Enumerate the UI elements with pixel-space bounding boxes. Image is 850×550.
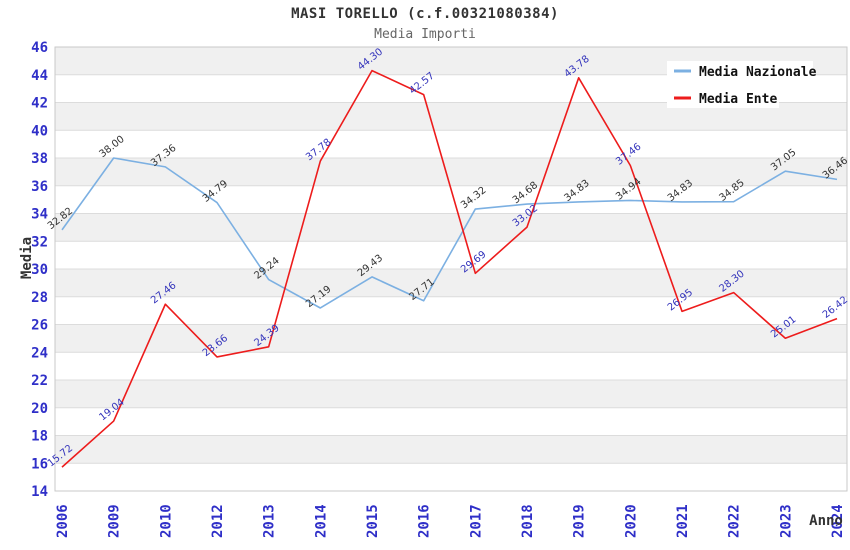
chart-subtitle: Media Importi (374, 27, 476, 42)
legend-label: Media Nazionale (699, 65, 817, 80)
series-line-media-ente (61, 69, 838, 468)
x-axis-tick-label: 2009 (107, 504, 123, 538)
series-line-media-nazionale (61, 157, 838, 309)
data-label: 38.00 (97, 134, 126, 160)
x-axis-tick-label: 2021 (675, 504, 691, 538)
plot-band (55, 324, 847, 353)
data-label: 26.42 (821, 295, 850, 321)
legend-entry-bg (667, 61, 813, 81)
x-axis-tick-label: 2019 (572, 504, 588, 538)
plot-band (55, 213, 847, 242)
x-axis-tick-label: 2012 (210, 504, 226, 538)
x-axis-tick-label: 2010 (158, 504, 174, 538)
x-axis-tick-label: 2020 (623, 504, 639, 538)
y-axis-tick-label: 30 (31, 262, 48, 278)
plot-band (55, 380, 847, 408)
x-axis-tick-label: 2018 (520, 504, 536, 538)
y-axis-tick-label: 16 (31, 456, 48, 472)
x-axis-tick-label: 2016 (417, 504, 433, 538)
y-axis-tick-label: 38 (31, 151, 48, 167)
x-axis-tick-label: 2022 (727, 504, 743, 538)
y-axis-tick-label: 32 (31, 234, 48, 250)
x-axis-tick-label: 2006 (55, 504, 71, 538)
plot-band (55, 435, 847, 464)
data-label: 34.32 (459, 185, 488, 211)
y-axis-tick-label: 14 (31, 484, 48, 500)
x-axis-title: Anno (809, 513, 843, 529)
x-axis-tick-label: 2013 (262, 504, 278, 538)
y-axis-tick-label: 26 (31, 318, 48, 334)
y-axis-tick-label: 24 (31, 345, 48, 361)
x-axis-tick-label: 2024 (830, 504, 846, 538)
plot-band (55, 269, 847, 297)
y-axis-tick-label: 18 (31, 429, 48, 445)
y-axis-tick-label: 28 (31, 290, 48, 306)
y-axis-tick-label: 34 (31, 207, 48, 223)
y-axis-tick-label: 44 (31, 68, 48, 84)
x-axis-tick-label: 2023 (778, 504, 794, 538)
legend-label: Media Ente (699, 92, 777, 107)
y-axis-tick-label: 36 (31, 179, 48, 195)
y-axis-tick-label: 46 (31, 40, 48, 56)
legend-entry-bg (667, 88, 779, 108)
y-axis-tick-label: 42 (31, 96, 48, 112)
y-axis-tick-label: 40 (31, 123, 48, 139)
y-axis-title: Media (19, 237, 35, 279)
x-axis-tick-label: 2015 (365, 504, 381, 538)
y-axis-tick-label: 22 (31, 373, 48, 389)
chart-title: MASI TORELLO (c.f.00321080384) (291, 6, 559, 22)
x-axis-tick-label: 2014 (313, 504, 329, 538)
y-axis-tick-label: 20 (31, 401, 48, 417)
x-axis-tick-label: 2017 (468, 504, 484, 538)
plot-border (54, 46, 848, 492)
